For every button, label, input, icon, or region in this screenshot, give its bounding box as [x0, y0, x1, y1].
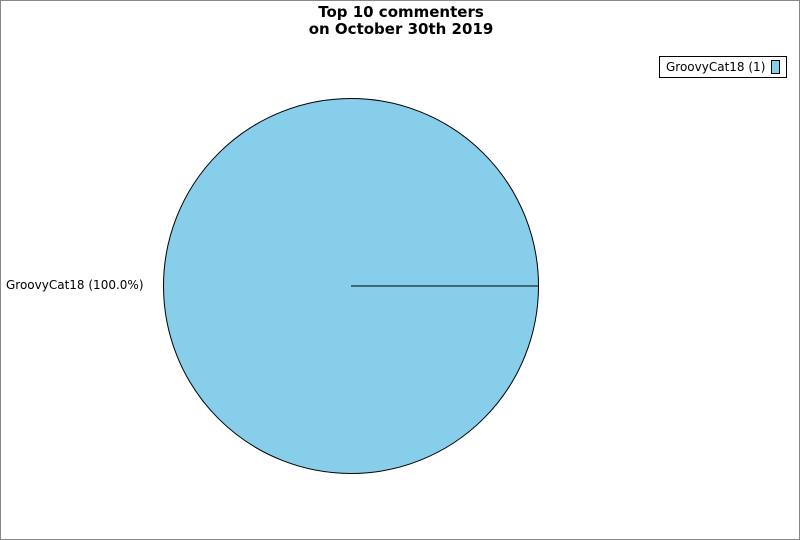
slice-label: GroovyCat18 (100.0%) [6, 278, 144, 292]
title-line-2: on October 30th 2019 [308, 20, 494, 38]
chart-title: Top 10 commenters on October 30th 2019 [1, 3, 799, 38]
legend-label: GroovyCat18 (1) [666, 60, 766, 74]
legend-swatch [771, 60, 781, 74]
title-line-1: Top 10 commenters [318, 3, 484, 21]
legend: GroovyCat18 (1) [659, 56, 788, 78]
